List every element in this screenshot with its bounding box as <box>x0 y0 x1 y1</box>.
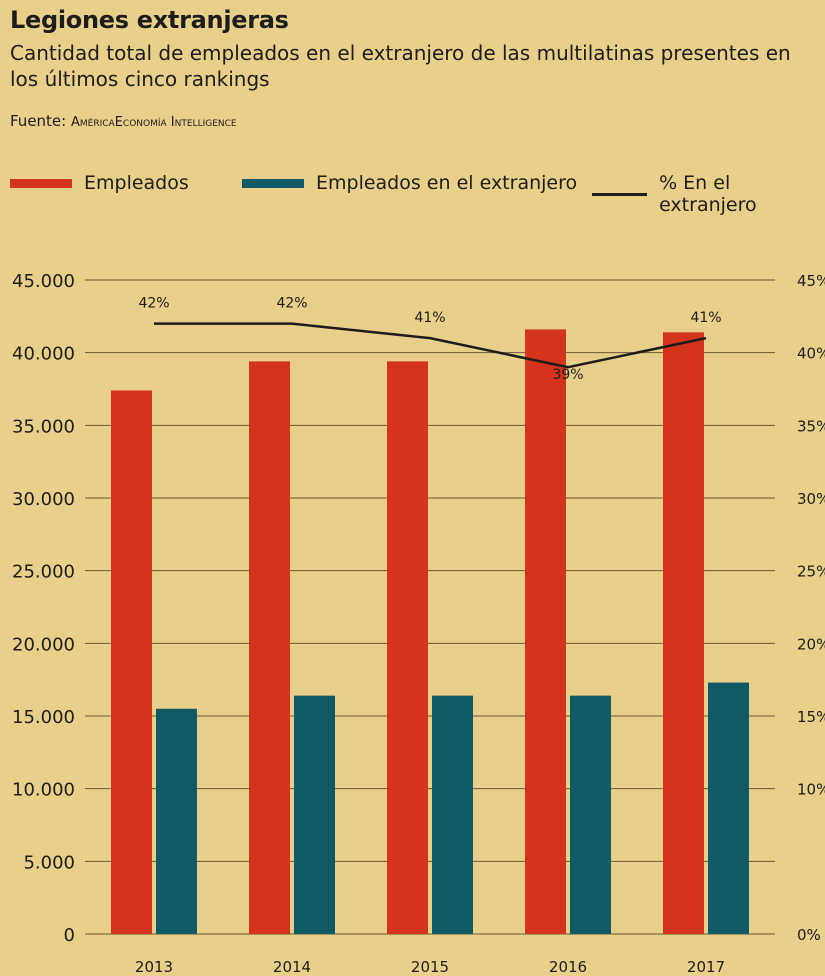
bar-empleados <box>663 332 704 934</box>
chart-title: Legiones extranjeras <box>10 6 289 34</box>
legend-label-porcentaje: % En el extranjero <box>659 172 757 216</box>
bar-extranjero <box>570 695 611 934</box>
x-tick-label: 2016 <box>549 958 587 976</box>
y-tick-left: 40.000 <box>12 344 75 365</box>
x-tick-label: 2017 <box>687 958 725 976</box>
x-tick-label: 2013 <box>135 958 173 976</box>
y-tick-right: 15% <box>797 708 825 726</box>
line-data-label: 41% <box>690 310 721 326</box>
y-tick-left: 15.000 <box>12 707 75 728</box>
y-tick-left: 25.000 <box>12 562 75 583</box>
line-data-label: 39% <box>552 367 583 383</box>
y-tick-left: 45.000 <box>12 271 75 292</box>
bar-empleados <box>387 361 428 934</box>
legend-label-extranjero: Empleados en el extranjero <box>316 172 578 194</box>
y-tick-right: 25% <box>797 563 825 581</box>
source-name: AméricaEconomía Intelligence <box>71 115 237 130</box>
x-tick-label: 2014 <box>273 958 311 976</box>
y-tick-left: 10.000 <box>12 780 75 801</box>
legend-label-empleados: Empleados <box>84 172 189 194</box>
legend-swatch-empleados <box>10 178 72 188</box>
legend-item-porcentaje: % En el extranjero <box>592 172 825 216</box>
y-tick-right: 10% <box>797 781 825 799</box>
y-tick-left: 5.000 <box>23 852 75 873</box>
y-tick-right: 0% <box>797 926 821 944</box>
bar-empleados <box>111 390 152 934</box>
legend-swatch-extranjero <box>242 178 304 188</box>
bar-empleados <box>249 361 290 934</box>
y-tick-left: 30.000 <box>12 489 75 510</box>
line-data-label: 42% <box>276 296 307 312</box>
legend-item-empleados: Empleados <box>10 172 189 194</box>
y-tick-right: 30% <box>797 490 825 508</box>
bar-extranjero <box>432 695 473 934</box>
bar-extranjero <box>708 682 749 934</box>
line-porcentaje <box>154 322 707 369</box>
y-tick-right: 35% <box>797 417 825 435</box>
source-label: Fuente: <box>10 112 67 130</box>
y-tick-right: 45% <box>797 272 825 290</box>
bar-empleados <box>525 329 566 934</box>
y-tick-left: 0 <box>64 925 75 946</box>
y-tick-left: 20.000 <box>12 634 75 655</box>
line-data-label: 41% <box>414 310 445 326</box>
bar-extranjero <box>156 708 197 934</box>
line-data-label: 42% <box>138 296 169 312</box>
y-tick-left: 35.000 <box>12 416 75 437</box>
bar-extranjero <box>294 695 335 934</box>
legend-swatch-porcentaje <box>592 192 648 196</box>
legend-item-extranjero: Empleados en el extranjero <box>242 172 577 194</box>
legend: Empleados Empleados en el extranjero % E… <box>0 172 825 216</box>
y-tick-right: 20% <box>797 635 825 653</box>
y-tick-right: 40% <box>797 345 825 363</box>
chart-source: Fuente: AméricaEconomía Intelligence <box>10 112 237 130</box>
chart-subtitle: Cantidad total de empleados en el extran… <box>10 41 791 91</box>
x-tick-label: 2015 <box>411 958 449 976</box>
